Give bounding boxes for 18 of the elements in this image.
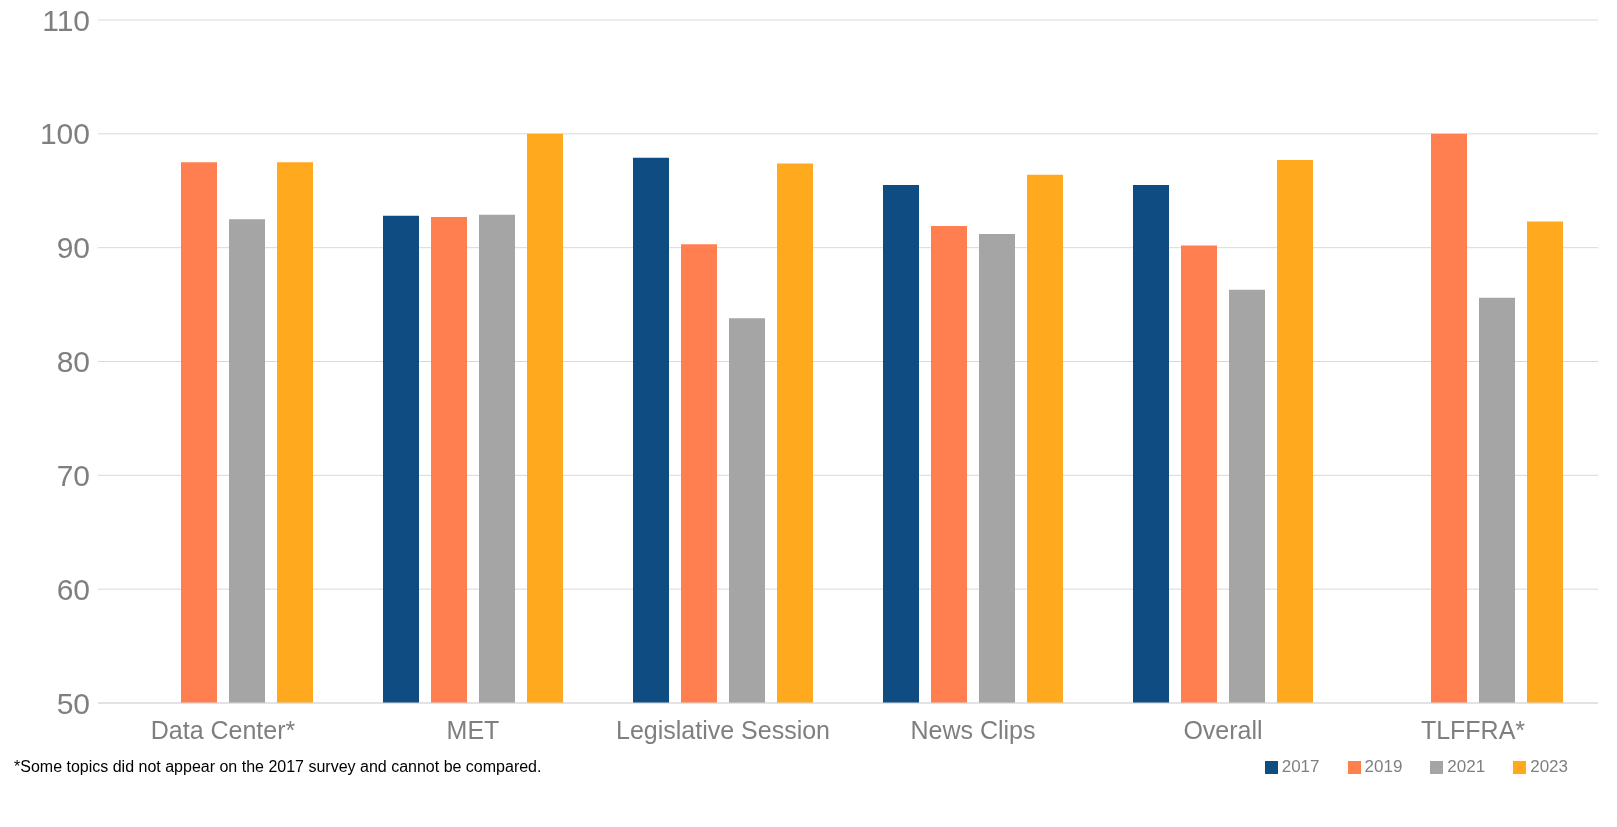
y-tick-label: 100: [39, 117, 90, 151]
y-tick-label: 90: [56, 231, 90, 265]
y-tick-label: 60: [56, 572, 90, 606]
x-tick-label: Data Center*: [150, 715, 296, 744]
legend-label: 2021: [1446, 757, 1486, 777]
y-tick-label: 80: [56, 345, 90, 379]
y-tick-label: 70: [56, 458, 90, 492]
y-tick-label: 50: [56, 686, 90, 720]
x-tick-label: News Clips: [910, 715, 1036, 744]
x-tick-label: MET: [446, 715, 500, 744]
x-tick-label: Overall: [1183, 715, 1263, 744]
legend-label: 2023: [1529, 757, 1568, 777]
legend-label: 2017: [1280, 757, 1320, 777]
x-tick-label: TLFFRA*: [1420, 715, 1526, 744]
x-tick-label: Legislative Session: [615, 715, 831, 744]
text: *Some topics did not appear on the 2017 survey and cannot be compared.: [14, 758, 542, 776]
legend-label: 2019: [1363, 757, 1403, 777]
y-tick-label: 110: [42, 3, 90, 37]
